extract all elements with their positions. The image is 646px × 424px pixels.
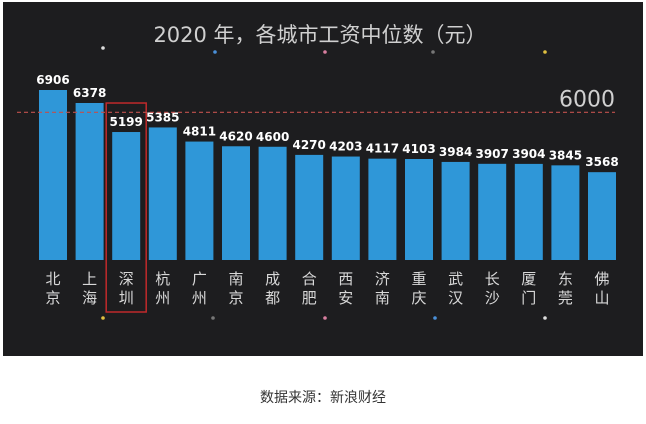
value-label: 5199	[109, 115, 142, 129]
category-label: 上	[82, 270, 97, 288]
value-label: 4203	[329, 140, 362, 154]
category-label: 成	[265, 270, 280, 288]
bar-7	[258, 146, 287, 260]
bar-13	[478, 163, 507, 260]
value-label: 3568	[585, 155, 618, 169]
category-label: 东	[558, 270, 573, 288]
category-label: 海	[82, 289, 97, 307]
value-label: 6378	[73, 86, 106, 100]
category-label: 都	[265, 289, 280, 307]
value-label: 4620	[219, 129, 252, 143]
category-label: 重	[411, 270, 426, 288]
source-note: 数据来源：新浪财经	[260, 390, 386, 406]
category-label: 西	[338, 270, 353, 288]
bar-series: 6906北京6378上海5199深圳5385杭州4811广州4620南京4600…	[36, 73, 619, 313]
bar-5	[185, 141, 214, 260]
bar-3	[112, 132, 141, 260]
chart-title: 2020 年，各城市工资中位数（元）	[153, 23, 486, 47]
category-label: 圳	[119, 289, 134, 307]
decorative-dot	[213, 50, 217, 54]
bar-4	[148, 127, 177, 261]
bar-2	[75, 102, 104, 260]
bar-11	[405, 158, 433, 260]
bar-8	[295, 154, 324, 260]
decorative-dot	[433, 316, 437, 320]
value-label: 3907	[475, 147, 508, 161]
decorative-dot	[543, 316, 547, 320]
category-label: 南	[228, 270, 243, 288]
value-label: 3845	[549, 148, 582, 162]
highlight-box	[105, 102, 147, 313]
category-label: 济	[375, 270, 390, 288]
decorative-dot	[323, 50, 327, 54]
category-label: 京	[45, 289, 60, 307]
bar-16	[588, 172, 616, 260]
reference-line-group: 6000	[17, 87, 615, 113]
category-label: 杭	[155, 270, 170, 288]
decorative-dot	[211, 316, 215, 320]
category-label: 门	[521, 289, 536, 307]
value-label: 3904	[512, 147, 545, 161]
category-label: 莞	[558, 289, 573, 307]
category-label: 山	[594, 289, 609, 307]
category-label: 京	[228, 289, 243, 307]
bar-14	[514, 163, 543, 260]
value-label: 4117	[366, 142, 399, 156]
category-label: 沙	[485, 289, 500, 307]
category-label: 安	[338, 289, 353, 307]
category-label: 南	[375, 289, 390, 307]
bar-6	[222, 146, 250, 260]
decorative-dot	[543, 50, 547, 54]
bar-12	[441, 161, 470, 260]
value-label: 3984	[439, 145, 472, 159]
value-label: 4600	[256, 130, 289, 144]
category-label: 深	[119, 270, 134, 288]
bar-10	[368, 158, 397, 260]
chart-panel: 2020 年，各城市工资中位数（元） 6906 北京 6378 上海 5199 深圳 538…	[3, 2, 643, 356]
decorative-dot	[101, 316, 105, 320]
category-label: 武	[448, 270, 463, 288]
bar-15	[551, 165, 580, 260]
bar-chart: 2020 年，各城市工资中位数（元） 6906北京6378上海5199深圳538…	[17, 23, 619, 320]
decorative-dot	[431, 50, 435, 54]
category-label: 肥	[302, 289, 317, 307]
category-label: 庆	[411, 289, 426, 307]
category-label: 州	[155, 289, 170, 307]
reference-line-label: 6000	[559, 87, 615, 112]
category-label: 广	[192, 270, 207, 288]
category-label: 长	[485, 270, 500, 288]
value-label: 4103	[402, 142, 435, 156]
category-label: 合	[302, 270, 317, 288]
value-label: 4811	[183, 125, 216, 139]
category-label: 汉	[448, 289, 463, 307]
category-label: 佛	[594, 270, 609, 288]
category-label: 北	[45, 270, 60, 288]
bar-1	[39, 90, 67, 260]
decorative-dot	[323, 316, 327, 320]
value-label: 6906	[36, 73, 69, 87]
bar-9	[331, 156, 360, 260]
value-label: 5385	[146, 110, 179, 124]
decorative-dot	[101, 46, 105, 50]
value-label: 4270	[292, 138, 325, 152]
category-label: 厦	[521, 270, 536, 288]
category-label: 州	[192, 289, 207, 307]
